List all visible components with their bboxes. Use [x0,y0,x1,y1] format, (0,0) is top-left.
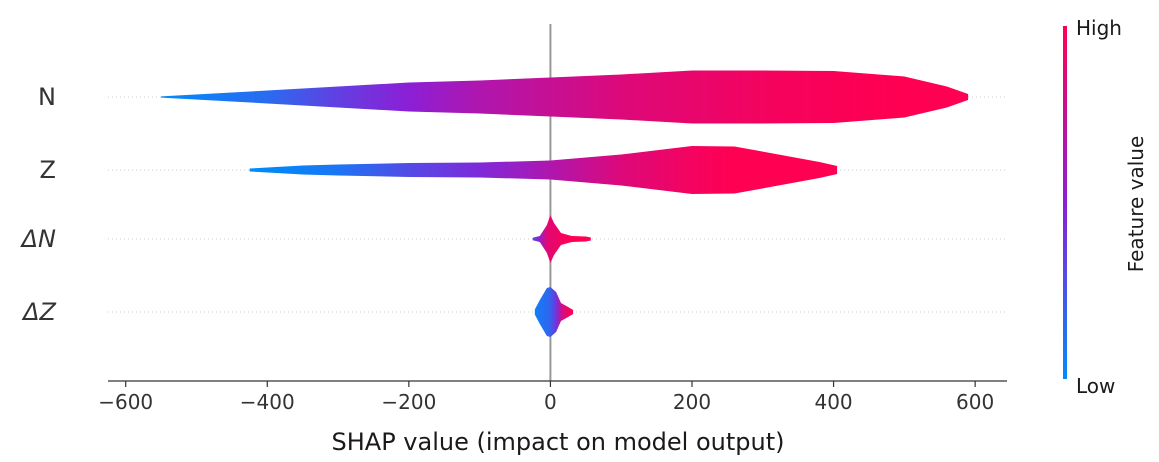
x-tick-label: 0 [544,390,557,414]
x-tick-label: −200 [381,390,436,414]
violin-4 [534,287,574,337]
feature-labels: N Z ΔN ΔZ [20,83,57,326]
x-tick-label: −600 [98,390,153,414]
feature-label: Z [40,156,56,184]
colorbar: High Low Feature value [1063,16,1148,398]
colorbar-high-label: High [1076,16,1122,40]
x-axis-ticks: −600 −400 −200 0 200 400 600 [98,381,994,414]
x-tick-label: 200 [673,390,711,414]
feature-label: ΔZ [21,298,56,326]
x-axis: −600 −400 −200 0 200 400 600 [98,380,1007,414]
colorbar-low-label: Low [1076,374,1115,398]
x-axis-label: SHAP value (impact on model output) [332,428,785,456]
feature-label: N [38,83,56,111]
feature-row-guidelines [108,96,1007,313]
violin-3 [532,215,591,263]
colorbar-gradient [1063,26,1067,379]
violin-1 [161,70,969,124]
x-tick-label: −400 [240,390,295,414]
x-tick-label: 400 [814,390,852,414]
colorbar-title: Feature value [1124,136,1148,273]
violin-plot-area [161,70,969,337]
x-tick-label: 600 [956,390,994,414]
violin-2 [249,146,838,194]
feature-label: ΔN [20,225,56,253]
